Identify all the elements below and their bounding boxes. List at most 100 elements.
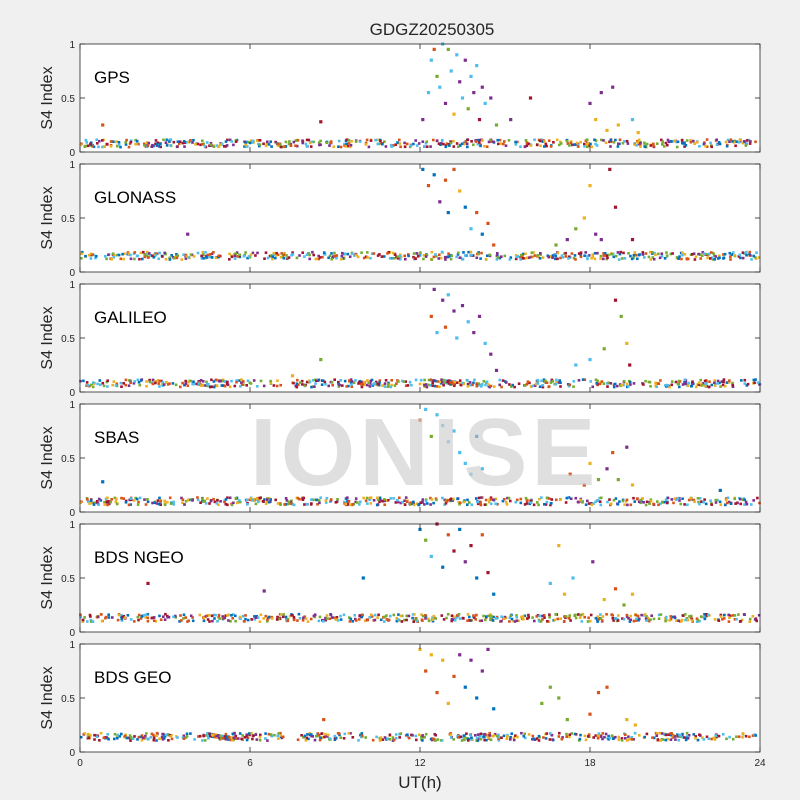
noise-point xyxy=(589,619,592,623)
noise-point xyxy=(757,256,761,259)
noise-point xyxy=(643,141,646,145)
noise-point xyxy=(488,253,491,257)
noise-point xyxy=(577,252,581,255)
data-point xyxy=(486,571,490,575)
noise-point xyxy=(113,254,116,257)
noise-point xyxy=(89,142,92,146)
noise-point xyxy=(142,250,145,254)
noise-point xyxy=(425,385,429,389)
noise-point xyxy=(705,735,709,739)
noise-point xyxy=(672,501,675,505)
noise-point xyxy=(629,254,632,258)
noise-point xyxy=(643,735,646,739)
noise-point xyxy=(430,250,434,254)
noise-point xyxy=(408,503,412,506)
noise-point xyxy=(358,140,362,143)
noise-point xyxy=(577,613,580,616)
data-point xyxy=(486,647,490,651)
noise-point xyxy=(479,732,483,736)
data-point xyxy=(628,363,632,367)
noise-point xyxy=(431,384,435,387)
noise-point xyxy=(553,253,557,256)
noise-point xyxy=(516,140,519,144)
noise-point xyxy=(89,499,93,502)
noise-point xyxy=(414,378,418,382)
noise-point xyxy=(421,501,424,504)
noise-point xyxy=(351,620,354,623)
noise-point xyxy=(429,378,433,382)
noise-point xyxy=(107,253,110,257)
noise-point xyxy=(427,619,431,623)
x-tick-label: 0 xyxy=(77,758,83,769)
noise-point xyxy=(632,738,635,741)
noise-point xyxy=(175,145,179,149)
noise-point xyxy=(202,617,206,620)
noise-point xyxy=(669,140,673,143)
noise-point xyxy=(343,732,347,736)
noise-point xyxy=(152,253,156,256)
noise-point xyxy=(139,735,142,739)
data-point xyxy=(477,314,482,318)
noise-point xyxy=(557,735,561,738)
noise-point xyxy=(407,736,411,740)
noise-point xyxy=(174,614,177,618)
noise-point xyxy=(651,251,654,254)
noise-point xyxy=(609,139,613,142)
noise-point xyxy=(697,381,701,385)
noise-point xyxy=(184,257,188,260)
noise-point xyxy=(429,496,432,500)
noise-point xyxy=(548,613,551,616)
noise-point xyxy=(218,617,221,620)
noise-point xyxy=(267,143,271,146)
noise-point xyxy=(249,497,253,500)
panel-label: GPS xyxy=(94,68,130,87)
noise-point xyxy=(88,613,92,617)
noise-point xyxy=(279,503,282,506)
noise-point xyxy=(637,618,640,622)
noise-point xyxy=(363,380,366,384)
noise-point xyxy=(165,138,169,142)
data-point xyxy=(446,47,450,51)
noise-point xyxy=(106,503,109,507)
noise-point xyxy=(399,614,403,618)
noise-point xyxy=(103,500,106,504)
noise-point xyxy=(273,733,276,737)
data-point xyxy=(565,238,569,242)
noise-point xyxy=(613,382,617,386)
noise-point xyxy=(727,500,731,504)
noise-point xyxy=(452,383,455,386)
data-point xyxy=(588,461,592,465)
noise-point xyxy=(209,735,212,738)
data-point xyxy=(630,592,635,596)
noise-point xyxy=(124,383,127,387)
noise-point xyxy=(444,258,447,261)
noise-point xyxy=(333,616,337,620)
data-point xyxy=(446,701,450,705)
noise-point xyxy=(206,618,210,621)
noise-point xyxy=(330,252,333,255)
noise-point xyxy=(308,253,311,257)
noise-point xyxy=(158,614,161,618)
noise-point xyxy=(141,257,144,261)
noise-point xyxy=(82,379,85,383)
noise-point xyxy=(116,736,119,740)
noise-point xyxy=(185,732,189,736)
noise-point xyxy=(415,502,419,505)
noise-point xyxy=(166,383,170,386)
noise-point xyxy=(610,252,613,256)
noise-point xyxy=(385,618,389,621)
noise-point xyxy=(583,378,587,381)
noise-point xyxy=(548,738,552,741)
noise-point xyxy=(647,619,651,623)
noise-point xyxy=(300,379,304,383)
y-tick-label: 0 xyxy=(69,388,75,399)
noise-point xyxy=(109,500,112,504)
noise-point xyxy=(118,613,121,617)
noise-point xyxy=(356,255,360,259)
noise-point xyxy=(411,616,414,620)
noise-point xyxy=(405,614,408,618)
noise-point xyxy=(689,496,692,500)
noise-point xyxy=(509,738,512,741)
noise-point xyxy=(415,738,418,742)
noise-point xyxy=(622,617,626,621)
